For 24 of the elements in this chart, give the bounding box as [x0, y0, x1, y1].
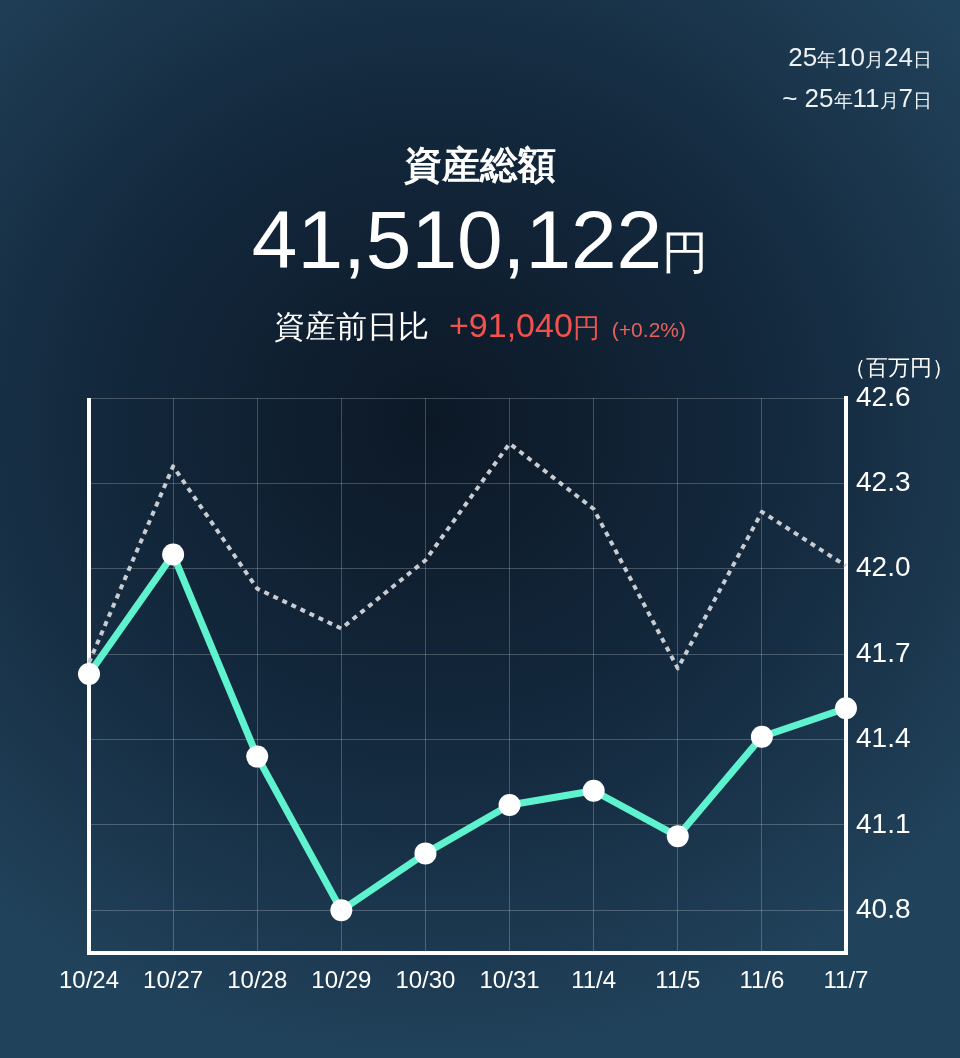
chart-subtitle: 41,510,122円	[250, 194, 710, 287]
x-tick-label: 11/6	[739, 966, 785, 994]
y-axis-title: （百万円）	[844, 355, 954, 381]
x-tick-label: 10/24	[58, 966, 120, 994]
y-tick-label: 41.7	[856, 636, 911, 668]
x-tick-label: 11/7	[823, 966, 869, 994]
text: (+0.2%)	[611, 318, 686, 341]
x-tick-label: 10/30	[395, 966, 456, 994]
y-tick-label: 42.0	[856, 551, 911, 583]
y-tick-label: 41.1	[856, 807, 911, 839]
x-tick-label: 10/31	[479, 966, 540, 994]
text: 資産前日比	[274, 309, 429, 344]
y-tick-label: 42.6	[856, 380, 911, 412]
x-tick-label: 11/4	[571, 966, 617, 994]
y-tick-label: 42.3	[856, 466, 911, 498]
x-tick-label: 10/27	[143, 966, 204, 994]
x-tick-label: 10/28	[227, 966, 288, 994]
chart-title: 資産総額	[403, 143, 557, 188]
text: ~ 25年11月7日	[782, 82, 932, 115]
text: +91,040円	[449, 306, 600, 344]
x-tick-label: 11/5	[655, 966, 701, 994]
y-tick-label: 41.4	[856, 722, 911, 754]
x-tick-label: 10/29	[311, 966, 372, 994]
y-tick-label: 40.8	[856, 893, 911, 925]
